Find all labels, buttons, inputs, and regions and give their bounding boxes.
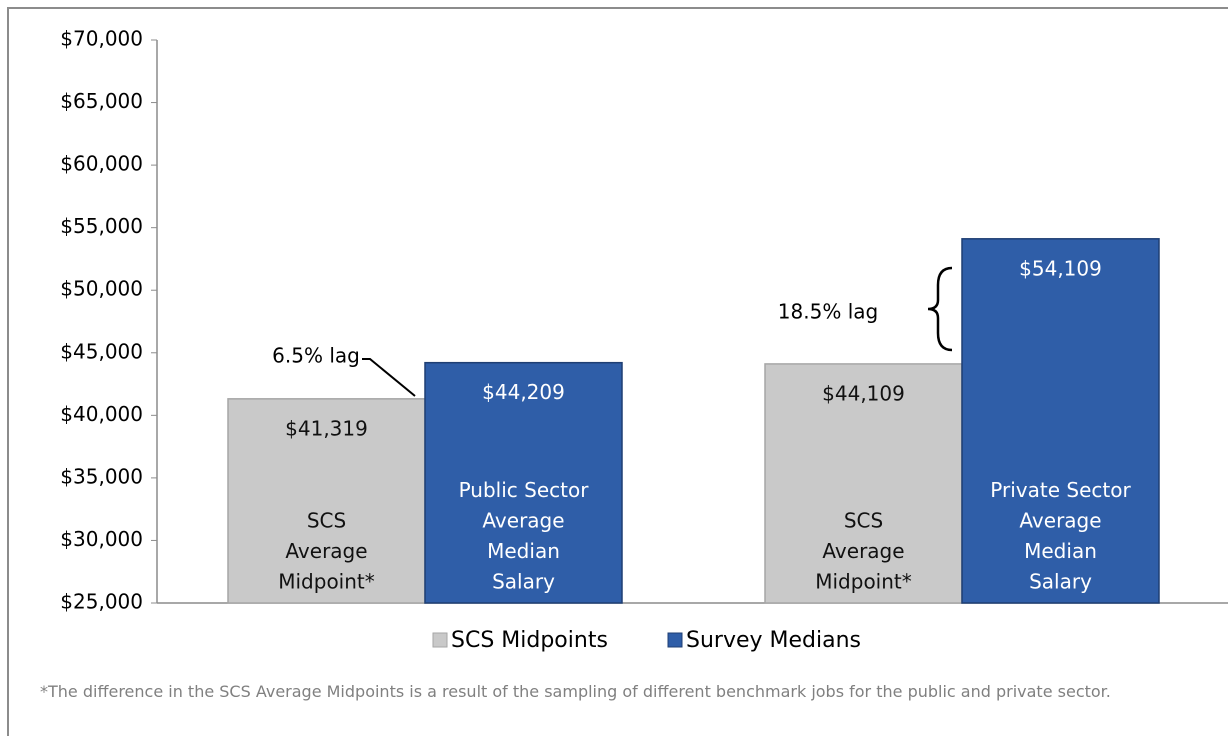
bar-label: Salary — [492, 570, 555, 594]
y-tick-label: $40,000 — [60, 402, 143, 426]
bar-label: Median — [1024, 539, 1097, 563]
bar — [227, 398, 426, 604]
y-tick-label: $65,000 — [60, 89, 143, 113]
annotation-brace — [927, 266, 953, 352]
legend-swatch — [432, 632, 448, 648]
bar-label: Public Sector — [459, 478, 590, 502]
annotation-leader — [362, 358, 416, 397]
bar-label: Median — [487, 539, 560, 563]
bar-label: SCS — [844, 509, 883, 533]
bar — [424, 361, 623, 604]
bar-label: Average — [1019, 509, 1101, 533]
legend-swatch — [667, 632, 683, 648]
y-tick-label: $35,000 — [60, 464, 143, 488]
value-label: $41,319 — [285, 416, 368, 440]
value-label: $44,209 — [482, 380, 565, 404]
annotation: 18.5% lag — [778, 300, 878, 324]
bar-label: Midpoint* — [278, 570, 375, 594]
chart-border — [7, 7, 1228, 736]
y-tick-label: $30,000 — [60, 527, 143, 551]
bar-label: SCS — [307, 509, 346, 533]
bar — [961, 238, 1160, 604]
legend-label: SCS Midpoints — [451, 628, 608, 653]
value-label: $44,109 — [822, 381, 905, 405]
bar-label: Average — [482, 509, 564, 533]
value-label: $54,109 — [1019, 256, 1102, 280]
annotation: 6.5% lag — [272, 344, 360, 368]
legend-label: Survey Medians — [686, 628, 861, 653]
y-tick-label: $25,000 — [60, 590, 143, 614]
bar-label: Average — [285, 539, 367, 563]
y-tick-label: $50,000 — [60, 277, 143, 301]
bar-label: Salary — [1029, 570, 1092, 594]
y-tick-label: $60,000 — [60, 152, 143, 176]
bar-label: Average — [822, 539, 904, 563]
y-tick-label: $45,000 — [60, 339, 143, 363]
y-tick-label: $55,000 — [60, 214, 143, 238]
y-tick-label: $70,000 — [60, 27, 143, 51]
footnote: *The difference in the SCS Average Midpo… — [40, 682, 1111, 701]
bar-label: Midpoint* — [815, 570, 912, 594]
bar — [764, 363, 963, 604]
bar-label: Private Sector — [990, 478, 1131, 502]
